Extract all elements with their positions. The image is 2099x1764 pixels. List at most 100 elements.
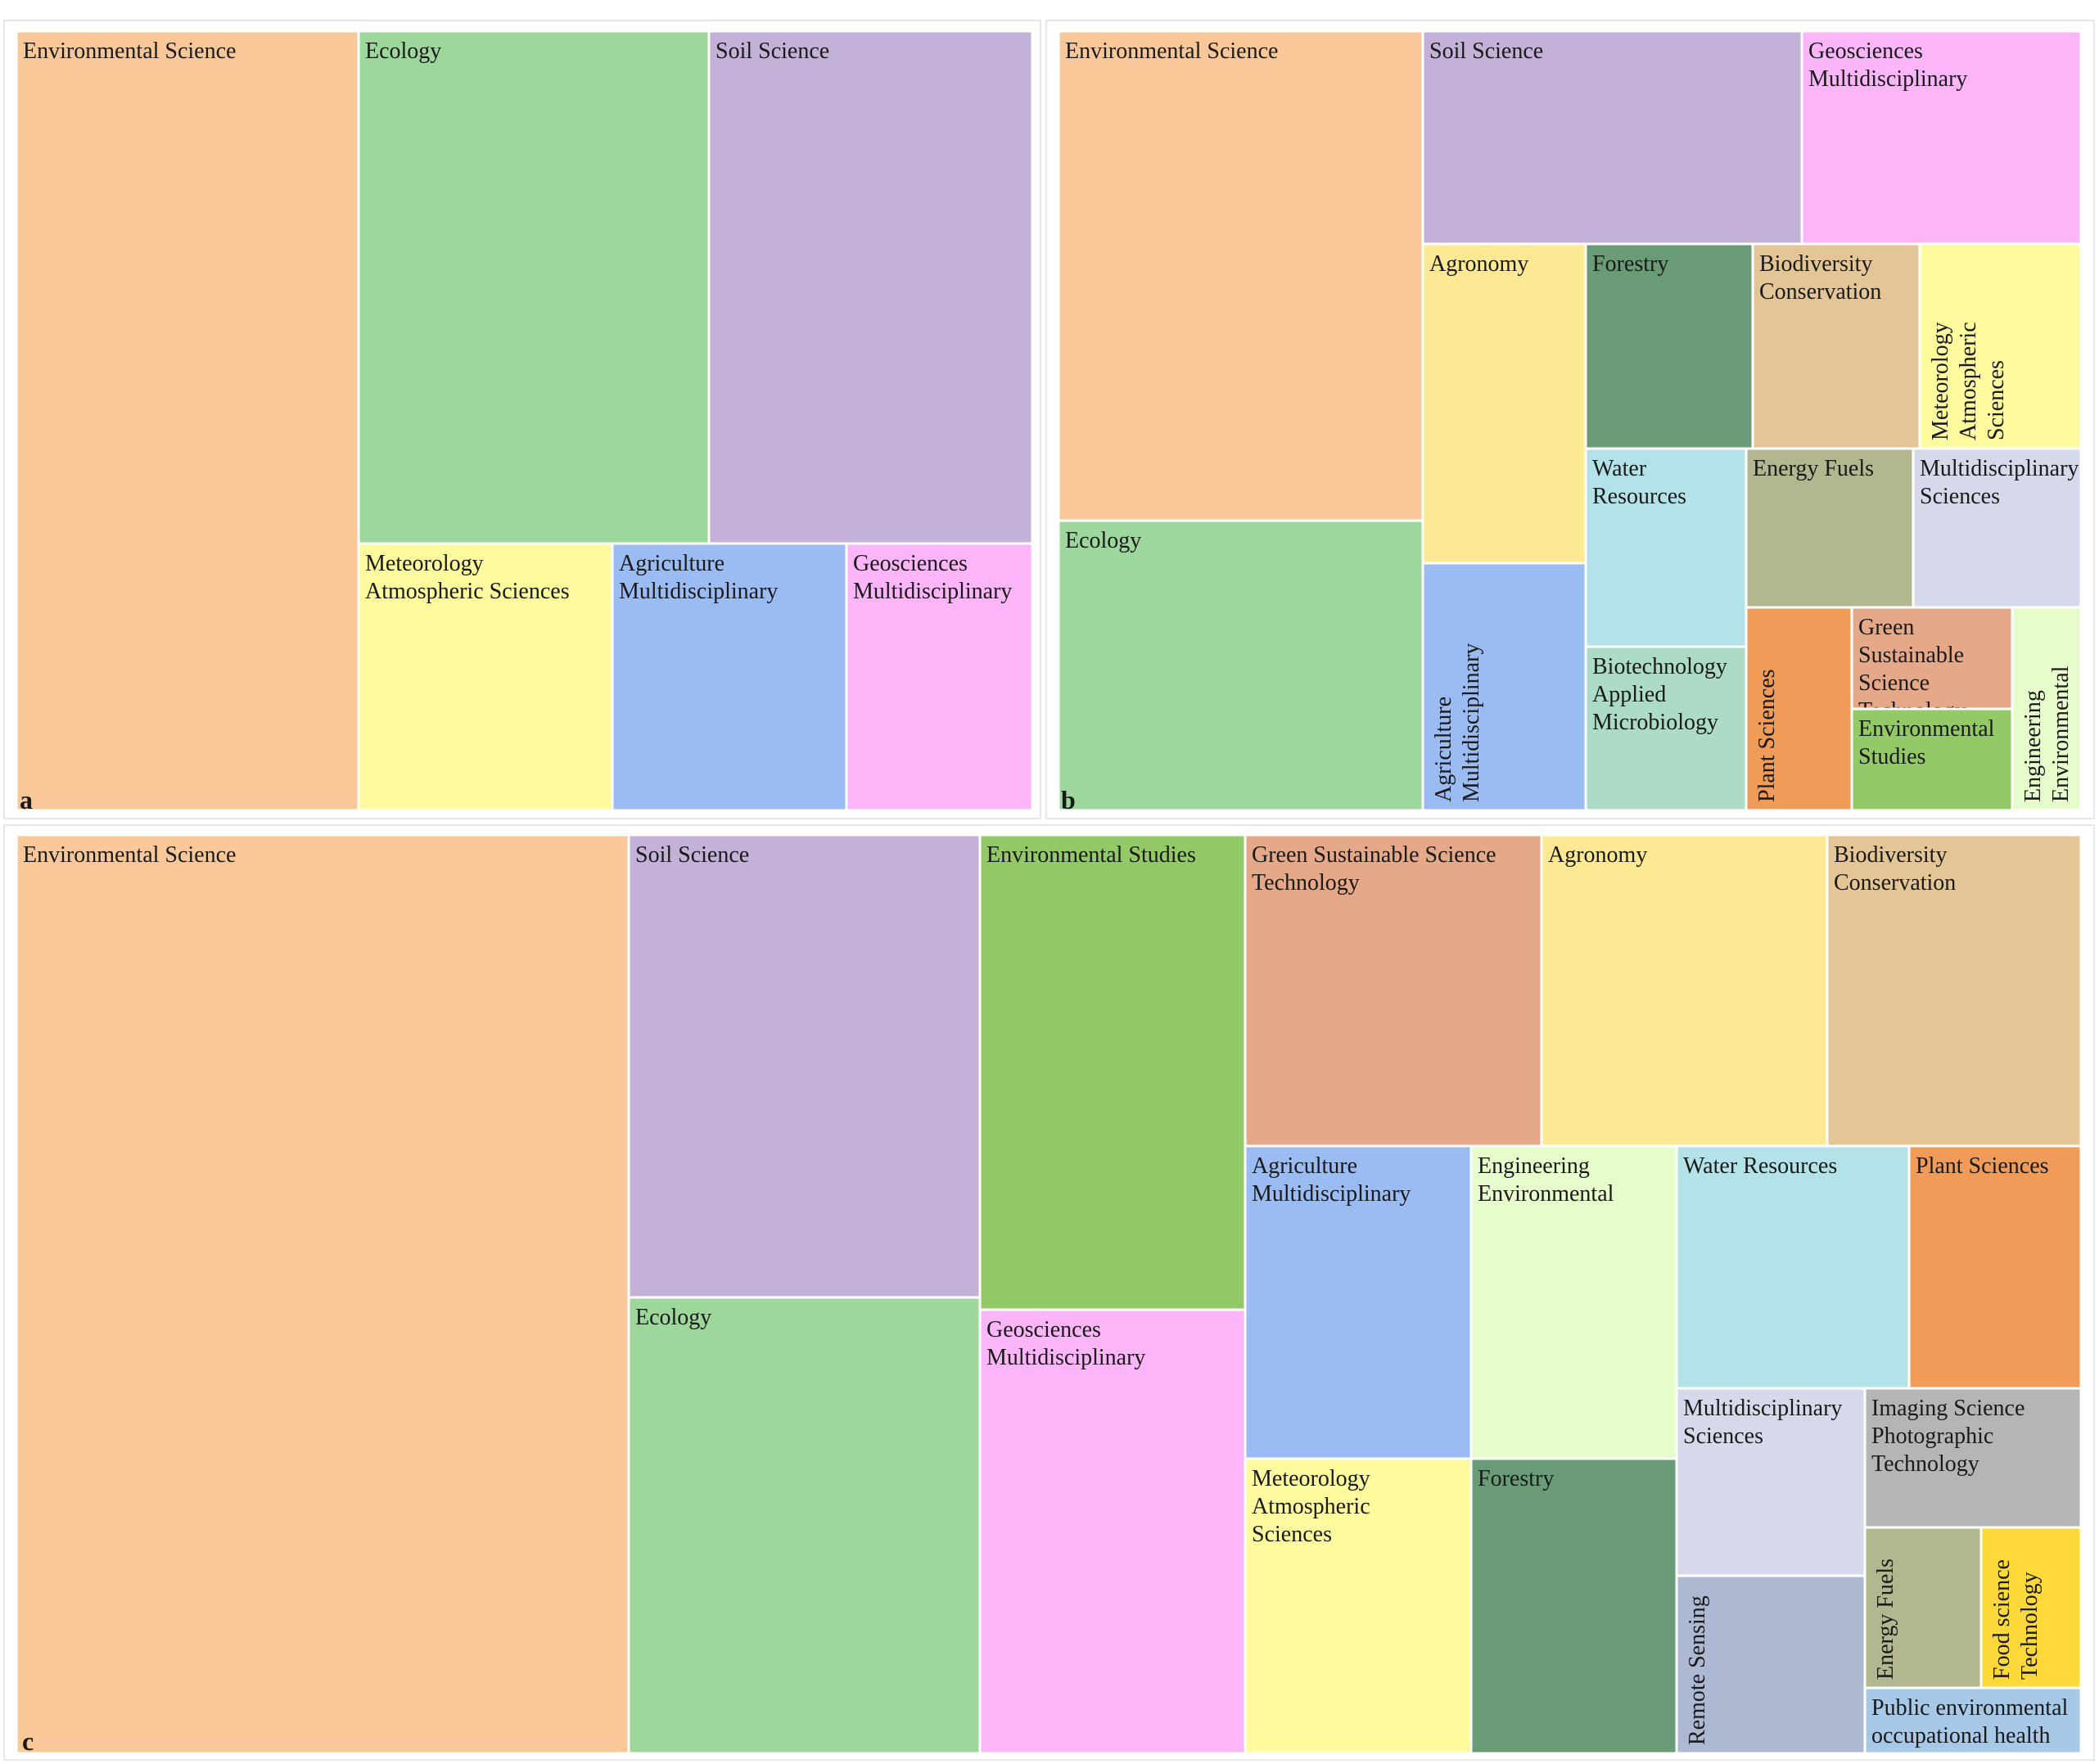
tile-label-soil-science: Soil Science (715, 38, 829, 64)
tile-label-line: Plant Sciences (1754, 669, 1780, 802)
tile-rect-agriculture-multidisciplinary (611, 542, 848, 812)
tile-label-line: Meteorology (1928, 322, 1953, 440)
tile-label-water-resources: Water Resources (1683, 1153, 1837, 1179)
tile-rect-meteorology-atmospheric-sciences (1918, 242, 2083, 450)
tile-label-line: Sciences (1920, 484, 2000, 509)
tile-label-plant-sciences: Plant Sciences (1916, 1153, 2049, 1179)
tile-label-environmental-science: Environmental Science (23, 842, 236, 868)
tile-label-line: Plant Sciences (1916, 1153, 2049, 1179)
tile-label-engineering-environmental: Engineering Environmental (1478, 1153, 1614, 1207)
tile-label-geosciences-multidisciplinary: Geosciences Multidisciplinary (1808, 38, 1967, 92)
tile-rect-remote-sensing (1675, 1574, 1867, 1755)
tile-label-line: Ecology (635, 1305, 711, 1330)
tile-rect-agronomy (1421, 242, 1587, 565)
tile-soil-science: Soil Science (1421, 29, 1803, 246)
tile-label-imaging-science-photographic-technology: Imaging Science Photographic Technology (1871, 1396, 2025, 1477)
tile-label-environmental-studies: Environmental Studies (986, 842, 1196, 868)
tile-rect-meteorology-atmospheric-sciences (357, 542, 614, 812)
tile-label-line: Science (1858, 670, 1930, 696)
tile-label-line: Technology (1252, 870, 1360, 896)
tile-label-line: Agronomy (1548, 842, 1647, 868)
tile-rect-energy-fuels (1745, 447, 1915, 609)
tile-label-meteorology-atmospheric-sciences: Meteorology Atmospheric Sciences (365, 551, 570, 604)
tile-rect-geosciences-multidisciplinary (1800, 29, 2083, 246)
tile-rect-biodiversity-conservation (1751, 242, 1921, 450)
tile-label-biodiversity-conservation: Biodiversity Conservation (1759, 251, 1881, 305)
tile-multidisciplinary-sciences: Multidisciplinary Sciences (1912, 447, 2083, 609)
tile-label-line: Environmental (1478, 1181, 1614, 1207)
tile-label-environmental-science: Environmental Science (1065, 38, 1278, 64)
tile-label-environmental-science: Environmental Science (23, 38, 236, 64)
tile-label-forestry: Forestry (1592, 251, 1668, 277)
panel-a-letter: a (20, 785, 33, 814)
tile-rect-agriculture-multidisciplinary (1244, 1144, 1473, 1460)
tile-environmental-studies: Environmental Studies (1850, 707, 2014, 812)
tile-label-line: Atmospheric Sciences (365, 579, 570, 604)
tile-rect-environmental-studies (1850, 707, 2014, 812)
panel-b-frame (1045, 20, 2095, 819)
tile-rect-engineering-environmental (1469, 1144, 1678, 1460)
tile-label-meteorology-atmospheric-sciences: Meteorology Atmospheric Sciences (1252, 1466, 1370, 1547)
tile-label-line: Environmental Science (23, 38, 236, 64)
tile-label-line: Resources (1592, 484, 1686, 509)
tile-label-line: Forestry (1592, 251, 1668, 277)
tile-label-line: Multidisciplinary (1920, 456, 2079, 481)
tile-biodiversity-conservation: Biodiversity Conservation (1826, 833, 2083, 1148)
tile-rect-multidisciplinary-sciences (1912, 447, 2083, 609)
tile-label-line: Green (1858, 615, 1914, 640)
tile-label-line: Geosciences (853, 551, 968, 576)
tile-label-biodiversity-conservation: Biodiversity Conservation (1834, 842, 1956, 896)
panel-c-frame (3, 824, 2095, 1761)
tile-rect-water-resources (1584, 447, 1748, 648)
tile-label-food-science-technology: Food science Technology (1989, 1559, 2043, 1680)
tile-green-sustainable-science-technology: Green Sustainable Science Technology (1244, 833, 1543, 1148)
tile-label-green-sustainable-science-technology: Green Sustainable Science Technology (1252, 842, 1496, 896)
tile-label-line: Agronomy (1429, 251, 1528, 277)
tile-label-line: Sciences (1252, 1522, 1332, 1547)
tile-agronomy: Agronomy (1421, 242, 1587, 565)
tile-label-soil-science: Soil Science (1429, 38, 1543, 64)
tile-rect-energy-fuels (1863, 1526, 1983, 1690)
panel-b-letter: b (1061, 785, 1076, 814)
tile-rect-water-resources (1675, 1144, 1911, 1390)
tile-label-line: Atmospheric (1252, 1494, 1370, 1519)
tile-forestry: Forestry (1584, 242, 1754, 450)
tile-rect-environmental-science (15, 833, 630, 1755)
tile-ecology: Ecology (1057, 519, 1424, 812)
tile-environmental-studies: Environmental Studies (978, 833, 1247, 1311)
tile-label-soil-science: Soil Science (635, 842, 749, 868)
tile-biodiversity-conservation: Biodiversity Conservation (1751, 242, 1921, 450)
tile-label-line: Ecology (365, 38, 441, 64)
tile-rect-green-sustainable-science-technology (1244, 833, 1543, 1148)
tile-engineering-environmental: Engineering Environmental (2011, 606, 2083, 812)
tile-meteorology-atmospheric-sciences: Meteorology Atmospheric Sciences (1918, 242, 2083, 450)
tile-water-resources: Water Resources (1675, 1144, 1911, 1390)
tile-label-multidisciplinary-sciences: Multidisciplinary Sciences (1683, 1396, 1842, 1449)
tile-rect-environmental-studies (978, 833, 1247, 1311)
tile-label-line: Geosciences (1808, 38, 1923, 64)
treemap-panel-b: Environmental Science Soil Science Geoscie… (1057, 29, 2083, 812)
tile-label-line: Studies (1858, 744, 1925, 769)
tile-label-agriculture-multidisciplinary: Agriculture Multidisciplinary (1252, 1153, 1411, 1207)
tile-label-line: Public environmental (1871, 1695, 2069, 1721)
tile-label-line: Energy Fuels (1753, 456, 1874, 481)
tile-label-agronomy: Agronomy (1429, 251, 1528, 277)
tile-label-line: Geosciences (986, 1317, 1101, 1342)
tile-label-line: Soil Science (1429, 38, 1543, 64)
tile-rect-geosciences-multidisciplinary (845, 542, 1034, 812)
tile-label-line: Multidisciplinary (853, 579, 1012, 604)
tile-soil-science: Soil Science (627, 833, 982, 1299)
tile-label-water-resources: Water Resources (1592, 456, 1686, 509)
tile-label-line: Engineering (1478, 1153, 1590, 1179)
tile-meteorology-atmospheric-sciences: Meteorology Atmospheric Sciences (1244, 1457, 1473, 1755)
tile-label-public-environmental-occupational-health: Public environmental occupational health (1871, 1695, 2069, 1748)
tile-label-line: Agriculture (1252, 1153, 1357, 1179)
tile-label-line: Technology (1871, 1451, 1979, 1477)
treemap-panel-a: Environmental Science Ecology Soil Science… (15, 29, 1034, 812)
tile-label-energy-fuels: Energy Fuels (1873, 1559, 1898, 1680)
tile-rect-plant-sciences (1745, 606, 1853, 812)
tile-label-line: Atmospheric (1956, 322, 1981, 440)
tile-label-line: Environmental Science (23, 842, 236, 868)
